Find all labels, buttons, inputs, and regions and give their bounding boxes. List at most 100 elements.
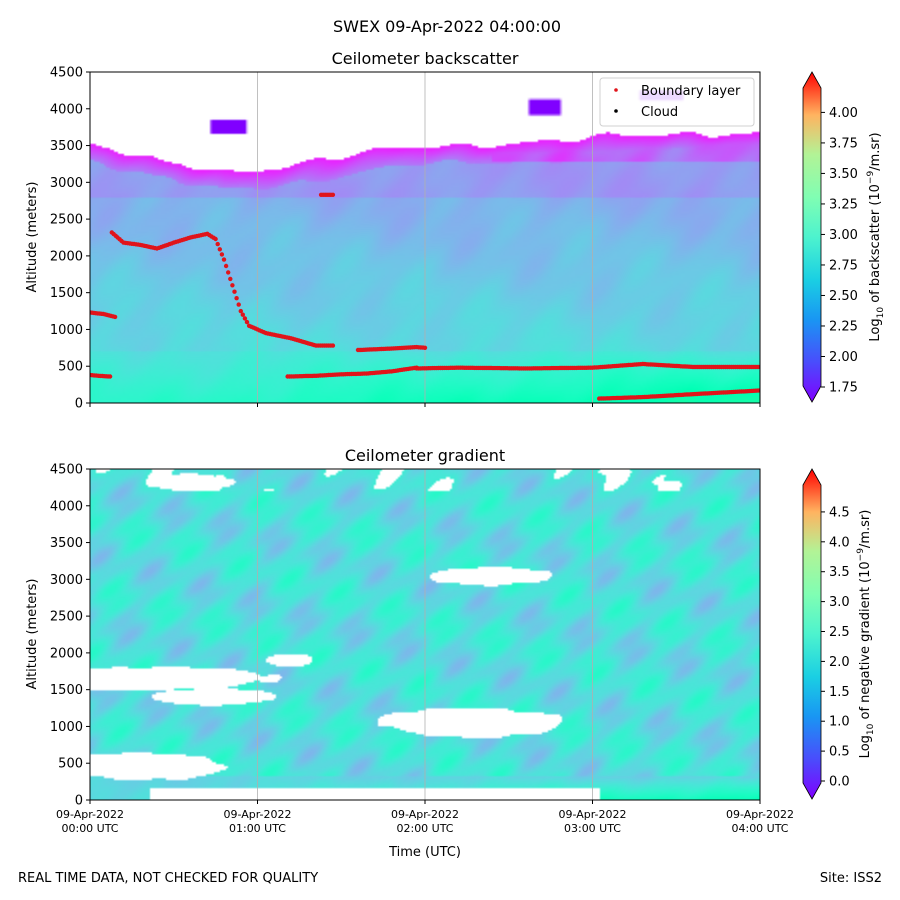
top-cb-label-b: 10 bbox=[876, 307, 886, 319]
boundary-layer-point bbox=[244, 319, 250, 325]
colorbar-tick-label: 3.50 bbox=[829, 167, 858, 182]
colorbar-tick-label: 4.5 bbox=[829, 505, 850, 520]
x-tick-label: 09-Apr-2022 03:00 UTC bbox=[558, 808, 626, 835]
top-x-ticks bbox=[89, 403, 761, 407]
bot-cb-label-a: Log bbox=[858, 735, 873, 758]
footer-site: Site: ISS2 bbox=[820, 871, 882, 886]
legend-cloud-marker bbox=[614, 109, 618, 113]
boundary-layer-point bbox=[757, 388, 760, 393]
bottom-y-axis: 0 500 1000 1500 2000 2500 3000 3500 4000 4500 bbox=[50, 463, 90, 809]
colorbar-tick-label: 2.25 bbox=[829, 319, 858, 334]
x-tick-time: 04:00 UTC bbox=[731, 822, 788, 835]
legend-cloud-label: Cloud bbox=[641, 105, 678, 120]
boundary-layer-point bbox=[757, 364, 760, 370]
footer-disclaimer: REAL TIME DATA, NOT CHECKED FOR QUALITY bbox=[18, 871, 318, 886]
boundary-layer-point bbox=[230, 283, 235, 288]
bottom-gridlines bbox=[257, 469, 593, 800]
colorbar-tick-label: 2.50 bbox=[829, 289, 858, 304]
boundary-layer-point bbox=[330, 343, 336, 348]
y-tick-label: 1500 bbox=[50, 286, 83, 301]
top-colorbar-ticks: 1.75 2.00 2.25 2.50 2.75 3.00 3.25 3.50 3.75 4.00 bbox=[821, 106, 858, 396]
bottom-colorbar-label: Log10 of negative gradient (10−9/m.sr) bbox=[856, 510, 876, 759]
x-tick-label: 09-Apr-2022 04:00 UTC bbox=[726, 808, 794, 835]
boundary-layer-point bbox=[217, 247, 222, 252]
top-colorbar-label: Log10 of backscatter (10−9/m.sr) bbox=[866, 132, 886, 341]
legend-boundary-label: Boundary layer bbox=[641, 84, 741, 99]
colorbar-tick-label: 4.00 bbox=[829, 106, 858, 121]
colorbar-tick-label: 1.0 bbox=[829, 715, 850, 730]
boundary-layer-point bbox=[240, 312, 245, 317]
x-tick-date: 09-Apr-2022 bbox=[558, 808, 626, 821]
top-cb-label-d: −9 bbox=[866, 171, 876, 185]
colorbar-tick-label: 0.0 bbox=[829, 775, 850, 790]
x-tick-time: 03:00 UTC bbox=[564, 822, 621, 835]
boundary-layer-point bbox=[213, 236, 218, 242]
y-tick-label: 4500 bbox=[50, 66, 83, 81]
colorbar-tick-label: 3.00 bbox=[829, 228, 858, 243]
x-tick-label: 09-Apr-2022 01:00 UTC bbox=[223, 808, 291, 835]
top-colorbar: 1.75 2.00 2.25 2.50 2.75 3.00 3.25 3.50 3.75 4.00… bbox=[802, 71, 886, 403]
colorbar-tick-label: 3.5 bbox=[829, 565, 850, 580]
bot-cb-label-e: /m.sr) bbox=[858, 510, 873, 548]
bot-cb-label-b: 10 bbox=[866, 723, 876, 735]
colorbar-tick-label: 2.5 bbox=[829, 625, 850, 640]
y-tick-label: 3500 bbox=[50, 536, 83, 551]
x-tick-time: 01:00 UTC bbox=[229, 822, 286, 835]
bottom-panel-title: Ceilometer gradient bbox=[345, 446, 505, 465]
y-tick-label: 0 bbox=[75, 397, 83, 412]
top-panel-title: Ceilometer backscatter bbox=[332, 49, 519, 68]
bottom-y-axis-label: Altitude (meters) bbox=[25, 579, 40, 690]
x-axis-label: Time (UTC) bbox=[388, 845, 461, 860]
x-tick-time: 00:00 UTC bbox=[61, 822, 118, 835]
figure-title: SWEX 09-Apr-2022 04:00:00 bbox=[333, 17, 561, 36]
y-tick-label: 0 bbox=[75, 794, 83, 809]
bot-cb-label-c: of negative gradient (10 bbox=[858, 561, 873, 723]
boundary-layer-point bbox=[221, 257, 227, 262]
y-tick-label: 4000 bbox=[50, 102, 83, 117]
x-tick-label: 09-Apr-2022 02:00 UTC bbox=[391, 808, 459, 835]
colorbar-tick-label: 4.0 bbox=[829, 535, 850, 550]
colorbar-tick-label: 0.5 bbox=[829, 745, 850, 760]
y-tick-label: 2500 bbox=[50, 213, 83, 228]
y-tick-label: 3000 bbox=[50, 176, 83, 191]
bottom-plot-area bbox=[90, 469, 760, 800]
colorbar-tick-label: 2.00 bbox=[829, 350, 858, 365]
top-y-axis: 0 500 1000 1500 2000 2500 3000 3500 4000 4500 bbox=[50, 66, 90, 412]
y-tick-label: 1000 bbox=[50, 720, 83, 735]
bottom-colorbar-ticks: 0.0 0.5 1.0 1.5 2.0 2.5 3.0 3.5 4.0 4.5 bbox=[821, 505, 850, 790]
top-plot-area bbox=[90, 72, 760, 403]
top-y-axis-label: Altitude (meters) bbox=[25, 182, 40, 293]
y-tick-label: 2000 bbox=[50, 646, 83, 661]
bottom-colorbar: 0.0 0.5 1.0 1.5 2.0 2.5 3.0 3.5 4.0 4.5 Log10 of … bbox=[802, 468, 876, 800]
y-tick-label: 3500 bbox=[50, 139, 83, 154]
boundary-layer-point bbox=[107, 374, 113, 379]
colorbar-tick-label: 1.75 bbox=[829, 381, 858, 396]
boundary-layer-point bbox=[422, 345, 428, 350]
top-cb-label-a: Log bbox=[868, 318, 883, 341]
colorbar-tick-label: 2.75 bbox=[829, 258, 858, 273]
boundary-layer-point bbox=[242, 316, 248, 321]
boundary-layer-point bbox=[226, 270, 231, 275]
colorbar-tick-label: 1.5 bbox=[829, 685, 850, 700]
boundary-layer-point bbox=[219, 252, 225, 257]
y-tick-label: 3000 bbox=[50, 573, 83, 588]
y-tick-label: 4000 bbox=[50, 499, 83, 514]
boundary-layer-point bbox=[236, 302, 241, 307]
boundary-layer-point bbox=[232, 289, 237, 294]
top-cb-label-e: /m.sr) bbox=[868, 132, 883, 170]
boundary-layer-point bbox=[234, 296, 239, 301]
boundary-layer-point bbox=[238, 308, 243, 314]
bot-cb-label-d: −9 bbox=[856, 548, 866, 562]
legend: Boundary layer Cloud bbox=[599, 77, 755, 127]
x-tick-date: 09-Apr-2022 bbox=[56, 808, 124, 821]
colorbar-tick-label: 3.25 bbox=[829, 197, 858, 212]
boundary-layer-point bbox=[112, 314, 118, 320]
top-colorbar-bar bbox=[802, 71, 822, 403]
boundary-layer-point bbox=[215, 241, 220, 247]
boundary-layer-point bbox=[330, 192, 336, 197]
x-tick-label: 09-Apr-2022 00:00 UTC bbox=[56, 808, 124, 835]
colorbar-tick-label: 3.75 bbox=[829, 136, 858, 151]
y-tick-label: 2500 bbox=[50, 610, 83, 625]
